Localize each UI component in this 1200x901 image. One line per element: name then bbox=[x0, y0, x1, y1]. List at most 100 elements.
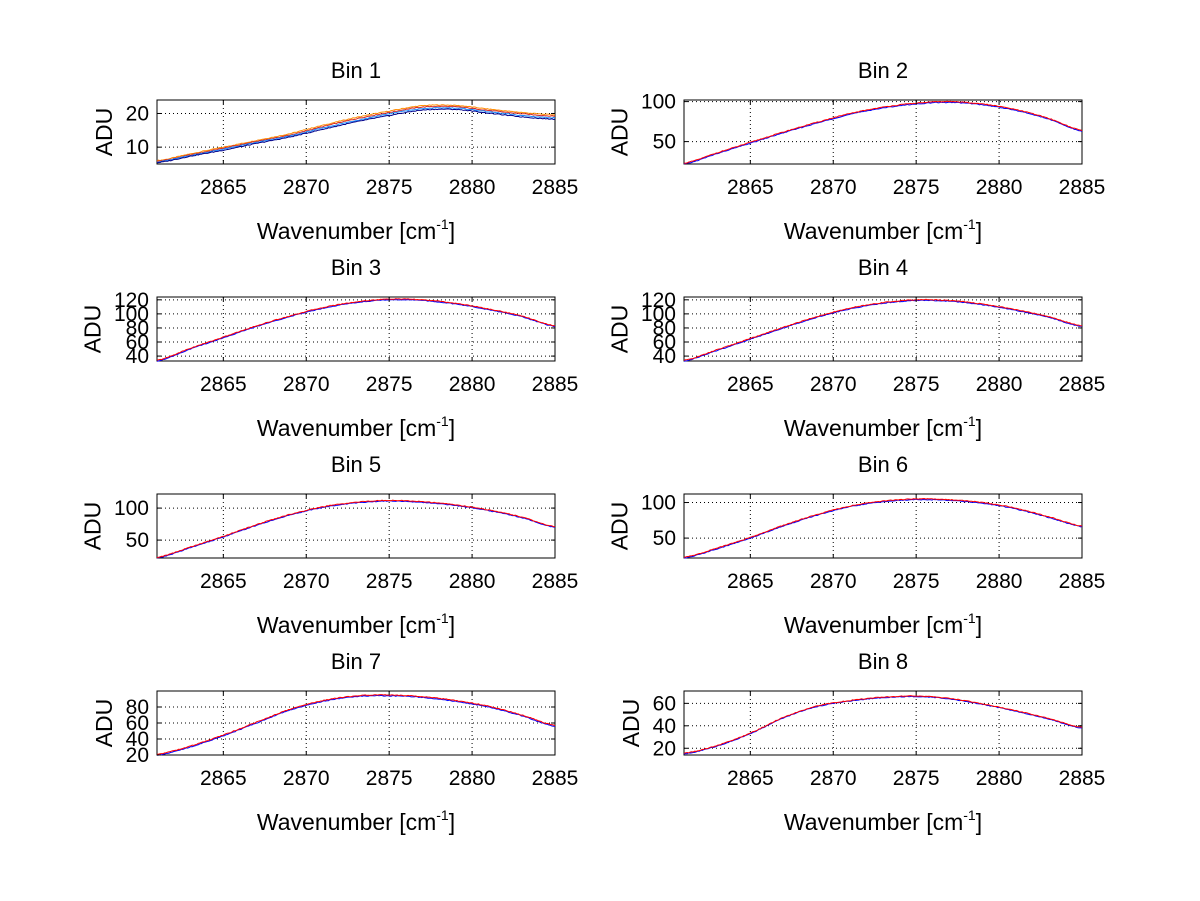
axes-box bbox=[683, 690, 1083, 756]
axes-box bbox=[156, 690, 556, 756]
series-line-1 bbox=[683, 101, 1083, 165]
y-tick-label: 40 bbox=[653, 715, 676, 738]
y-axis-label: ADU bbox=[91, 699, 117, 748]
x-tick-label: 2885 bbox=[532, 176, 579, 199]
x-tick-label: 2880 bbox=[449, 767, 496, 790]
y-tick-label: 80 bbox=[653, 317, 676, 340]
x-tick-label: 2865 bbox=[727, 570, 774, 593]
series-line-2 bbox=[156, 499, 556, 559]
y-tick-label: 50 bbox=[653, 527, 676, 550]
x-tick-label: 2875 bbox=[366, 176, 413, 199]
y-axis-label: ADU bbox=[91, 108, 117, 157]
x-tick-label: 2885 bbox=[532, 767, 579, 790]
y-tick-label: 100 bbox=[114, 497, 149, 520]
y-tick-label: 60 bbox=[126, 331, 149, 354]
x-axis-label: Wavenumber [cm-1] bbox=[784, 216, 982, 244]
panel-title: Bin 6 bbox=[858, 452, 908, 477]
y-tick-label: 60 bbox=[126, 712, 149, 735]
y-tick-label: 100 bbox=[641, 303, 676, 326]
series-line-1 bbox=[156, 500, 555, 559]
x-tick-label: 2865 bbox=[200, 767, 247, 790]
y-axis-label: ADU bbox=[607, 502, 633, 551]
x-tick-label: 2870 bbox=[283, 176, 330, 199]
x-tick-label: 2885 bbox=[1059, 176, 1106, 199]
axes-box bbox=[683, 493, 1083, 559]
y-tick-label: 60 bbox=[653, 331, 676, 354]
panel-title: Bin 4 bbox=[858, 255, 908, 280]
x-tick-label: 2870 bbox=[283, 767, 330, 790]
x-axis-label: Wavenumber [cm-1] bbox=[257, 216, 455, 244]
y-axis-label: ADU bbox=[607, 108, 633, 157]
series-line-3 bbox=[156, 107, 556, 163]
panel-bin-5: 2865 2870 2875 2880 2885 50 100 Bin 5 Wavenumber… bbox=[80, 452, 579, 638]
x-axis-label: Wavenumber [cm-1] bbox=[257, 807, 455, 835]
x-tick-label: 2885 bbox=[1059, 767, 1106, 790]
x-tick-label: 2875 bbox=[366, 373, 413, 396]
panel-title: Bin 8 bbox=[858, 649, 908, 674]
x-tick-label: 2870 bbox=[810, 176, 857, 199]
x-axis-label: Wavenumber [cm-1] bbox=[784, 413, 982, 441]
y-tick-label: 120 bbox=[114, 289, 149, 312]
series-line-2 bbox=[683, 497, 1083, 558]
y-tick-label: 120 bbox=[641, 289, 676, 312]
series-line-1 bbox=[156, 104, 556, 162]
x-tick-label: 2870 bbox=[283, 570, 330, 593]
x-tick-label: 2880 bbox=[976, 373, 1023, 396]
x-tick-label: 2880 bbox=[976, 176, 1023, 199]
x-tick-label: 2875 bbox=[366, 767, 413, 790]
series-line-2 bbox=[156, 105, 556, 162]
panel-title: Bin 5 bbox=[331, 452, 381, 477]
x-tick-label: 2865 bbox=[200, 570, 247, 593]
y-tick-label: 100 bbox=[641, 91, 676, 114]
y-tick-label: 10 bbox=[126, 136, 149, 159]
x-tick-label: 2870 bbox=[810, 767, 857, 790]
x-tick-label: 2880 bbox=[449, 176, 496, 199]
panel-title: Bin 1 bbox=[331, 58, 381, 83]
x-tick-label: 2875 bbox=[893, 570, 940, 593]
x-tick-label: 2880 bbox=[449, 373, 496, 396]
panel-title: Bin 7 bbox=[331, 649, 381, 674]
axes-box bbox=[156, 296, 556, 362]
x-tick-label: 2880 bbox=[449, 570, 496, 593]
panel-title: Bin 2 bbox=[858, 58, 908, 83]
y-tick-label: 40 bbox=[126, 345, 149, 368]
x-tick-label: 2875 bbox=[893, 373, 940, 396]
axes-box bbox=[683, 296, 1083, 362]
y-tick-label: 50 bbox=[126, 529, 149, 552]
y-tick-label: 80 bbox=[126, 696, 149, 719]
x-tick-label: 2880 bbox=[976, 767, 1023, 790]
x-tick-label: 2865 bbox=[200, 373, 247, 396]
x-tick-label: 2870 bbox=[810, 373, 857, 396]
y-tick-label: 50 bbox=[653, 131, 676, 154]
y-tick-label: 40 bbox=[653, 345, 676, 368]
x-tick-label: 2880 bbox=[976, 570, 1023, 593]
y-axis-label: ADU bbox=[618, 699, 644, 748]
panel-bin-1: 2865 2870 2875 2880 2885 10 20 Bin 1 Wavenumber … bbox=[91, 58, 578, 244]
y-tick-label: 100 bbox=[641, 492, 676, 515]
x-tick-label: 2885 bbox=[1059, 373, 1106, 396]
y-tick-label: 100 bbox=[114, 303, 149, 326]
y-axis-label: ADU bbox=[607, 305, 633, 354]
axes-box bbox=[683, 99, 1083, 165]
y-axis-label: ADU bbox=[80, 502, 106, 551]
x-tick-label: 2865 bbox=[727, 767, 774, 790]
series-line-2 bbox=[683, 100, 1083, 164]
panel-title: Bin 3 bbox=[331, 255, 381, 280]
series-line-2 bbox=[156, 694, 556, 755]
y-tick-label: 60 bbox=[653, 692, 676, 715]
y-tick-label: 80 bbox=[126, 317, 149, 340]
x-tick-label: 2865 bbox=[727, 176, 774, 199]
series-line-1 bbox=[156, 694, 555, 756]
x-axis-label: Wavenumber [cm-1] bbox=[784, 807, 982, 835]
panel-bin-6: 2865 2870 2875 2880 2885 50 100 Bin 6 Wavenumber… bbox=[607, 452, 1106, 638]
x-tick-label: 2875 bbox=[366, 570, 413, 593]
y-tick-label: 40 bbox=[126, 728, 149, 751]
x-tick-label: 2870 bbox=[810, 570, 857, 593]
x-tick-label: 2885 bbox=[532, 570, 579, 593]
x-tick-label: 2875 bbox=[893, 176, 940, 199]
